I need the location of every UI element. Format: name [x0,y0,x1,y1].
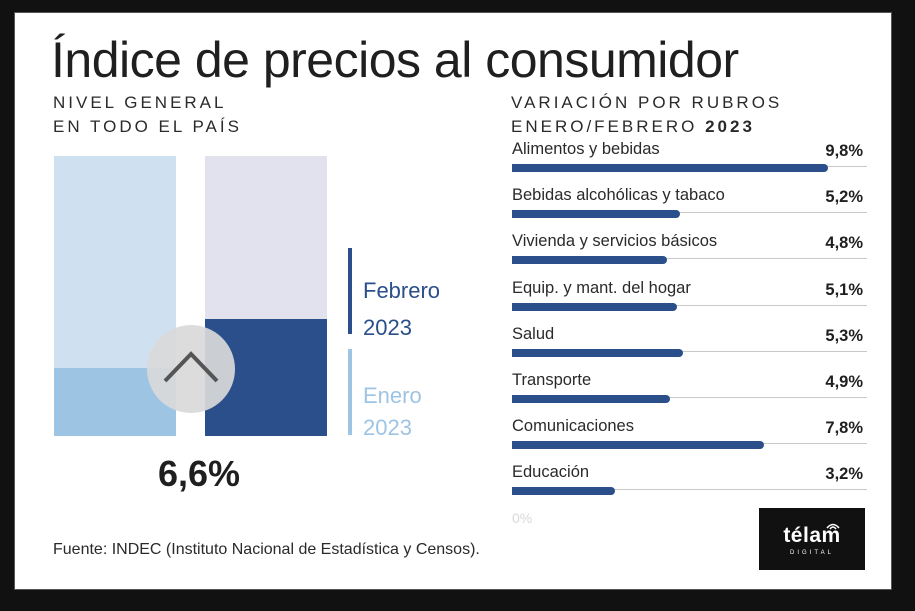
rubros-subtitle-line-2: ENERO/FEBRERO 2023 [511,115,782,139]
legend-label-enero: Enero [363,383,422,408]
rubro-bar [512,487,616,496]
rubro-label: Bebidas alcohólicas y tabaco [512,186,725,205]
rubro-value-label: 5,2% [825,188,863,207]
rubros-subtitle-year: 2023 [705,117,755,136]
rubro-track [512,350,867,352]
rubro-row: Equip. y mant. del hogar 5,1% [512,275,867,321]
rubro-value-label: 5,1% [825,280,863,299]
chevron-circle [147,325,235,413]
rubro-label: Salud [512,324,555,343]
rubros-subtitle: VARIACIÓN POR RUBROS ENERO/FEBRERO 2023 [511,91,782,139]
source-note: Fuente: INDEC (Instituto Nacional de Est… [53,541,480,558]
rubro-label: Alimentos y bebidas [512,140,660,158]
logo-subtext: DIGITAL [790,550,834,556]
logo-text: télam [783,524,841,547]
chevron-up-icon [147,325,235,413]
axis-zero-label: 0% [512,510,533,526]
rubro-row: Vivienda y servicios básicos 4,8% [512,228,867,274]
rubro-row: Comunicaciones 7,8% [512,413,867,459]
rubro-bar [512,210,680,219]
rubro-value-label: 3,2% [825,465,863,484]
rubro-track [512,212,867,214]
telam-logo: télam DIGITAL [759,508,865,570]
rubro-label: Equip. y mant. del hogar [512,278,691,297]
chevron-stroke [163,351,219,383]
page-title: Índice de precios al consumidor [51,32,739,88]
signal-icon [826,523,840,530]
rubro-row: Salud 5,3% [512,321,867,367]
rubro-bar [512,256,667,265]
level-subtitle: NIVEL GENERAL EN TODO EL PAÍS [53,91,242,139]
rubro-value-label: 4,8% [825,234,863,253]
legend-marker-febrero [348,248,352,334]
rubro-bar [512,394,671,403]
rubros-subtitle-line-1: VARIACIÓN POR RUBROS [511,93,783,112]
rubro-track [512,304,867,306]
infographic-card: Índice de precios al consumidor NIVEL GE… [14,12,892,590]
rubro-track [512,258,867,260]
rubro-row: Alimentos y bebidas 9,8% [512,136,867,182]
legend-year-enero: 2023 [363,415,412,440]
rubro-label: Vivienda y servicios básicos [512,232,718,251]
rubro-label: Educación [512,463,590,482]
rubro-bar [512,164,829,172]
rubro-track [512,489,867,491]
rubros-subtitle-period: ENERO/FEBRERO [511,117,706,136]
legend-label-febrero: Febrero [363,278,440,303]
rubro-label: Transporte [512,370,592,389]
rubro-row: Transporte 4,9% [512,367,867,413]
level-chart: Febrero 2023 Enero 2023 [54,156,440,440]
rubro-value-label: 4,9% [825,372,863,391]
headline-value: 6,6% [157,453,241,494]
rubro-row: Educación 3,2% [512,459,867,505]
rubro-value-label: 9,8% [825,142,863,160]
rubro-row: Bebidas alcohólicas y tabaco 5,2% [512,182,867,228]
rubros-chart: Alimentos y bebidas 9,8% Bebidas alcohólic… [512,136,867,506]
rubro-track [512,396,867,398]
rubro-label: Comunicaciones [512,417,634,436]
rubro-value-label: 7,8% [825,419,863,438]
legend-year-febrero: 2023 [363,315,412,340]
legend-marker-enero [348,349,352,435]
level-subtitle-line-2: EN TODO EL PAÍS [53,117,242,136]
rubro-bar [512,441,764,450]
rubro-bar [512,302,677,311]
level-subtitle-line-1: NIVEL GENERAL [53,93,227,112]
rubro-bar [512,348,684,357]
rubro-value-label: 5,3% [825,326,863,345]
